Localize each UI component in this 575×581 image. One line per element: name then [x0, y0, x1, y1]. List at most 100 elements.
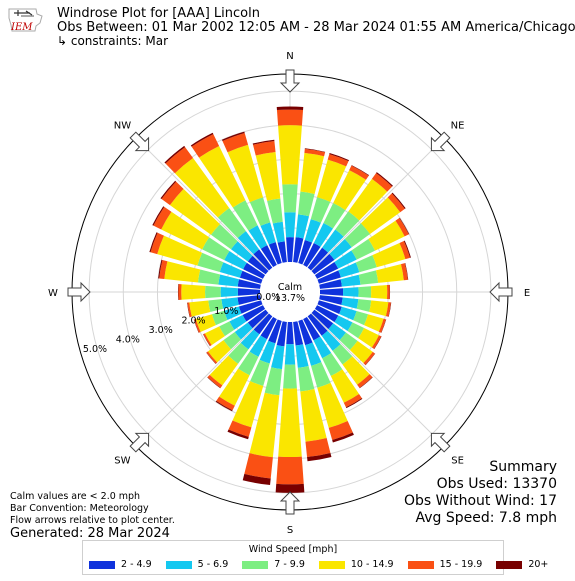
windrose-bar-segment	[317, 382, 348, 428]
windrose-bar-segment	[229, 315, 247, 330]
windrose-bar-segment	[239, 270, 263, 284]
legend-swatch	[89, 560, 115, 569]
windrose-bar-segment	[219, 321, 235, 337]
windrose-bar-segment	[332, 344, 353, 365]
windrose-bar-segment	[333, 170, 366, 211]
windrose-bar-segment	[164, 261, 201, 283]
windrose-bar-segment	[191, 134, 220, 158]
legend-swatch	[242, 560, 269, 569]
windrose-bar-segment	[158, 259, 163, 279]
windrose-bar-segment	[317, 159, 347, 202]
windrose-bar-segment	[317, 300, 342, 314]
windrose-bar-segment	[161, 181, 184, 206]
iem-logo-graphic: IEM	[8, 8, 43, 33]
flow-arrow-icon	[430, 432, 451, 453]
legend-item: 20+	[496, 559, 548, 570]
windrose-bar-segment	[328, 323, 346, 341]
windrose-bar-segment	[334, 250, 357, 269]
windrose-bar-segment	[150, 232, 164, 255]
windrose-bar-segment	[373, 336, 382, 350]
windrose-bar-segment	[349, 340, 373, 364]
windrose-bar-segment	[388, 302, 392, 317]
chart-subtitle-constraints: ↳ constraints: Mar	[57, 34, 169, 48]
windrose-bar-segment	[238, 300, 263, 314]
windrose-bar-segment	[329, 238, 352, 260]
windrose-bar-segment	[364, 314, 384, 332]
windrose-bar-segment	[242, 305, 266, 322]
windrose-bar-segment	[206, 351, 218, 364]
windrose-bar-segment	[305, 437, 331, 458]
windrose-bar-segment	[211, 310, 228, 326]
windrose-bar-segment	[282, 184, 298, 213]
windrose-bar-segment	[381, 319, 387, 333]
windrose-bar-segment	[368, 220, 405, 251]
windrose-bar-segment	[365, 353, 376, 366]
windrose-bar-segment	[221, 131, 245, 142]
windrose-bar-segment	[376, 172, 393, 187]
note-flow-arrows: Flow arrows relative to plot center.	[10, 515, 175, 526]
windrose-bar-segment	[232, 200, 258, 231]
windrose-bar-segment	[159, 259, 168, 280]
windrose-bar-segment	[153, 206, 172, 230]
windrose-bar-segment	[249, 335, 268, 357]
windrose-bar-segment	[339, 306, 357, 321]
windrose-bar-segment	[169, 188, 220, 235]
legend-item: 2 - 4.9	[89, 559, 152, 570]
windrose-bar-segment	[218, 274, 240, 287]
windrose-bar-segment	[322, 229, 344, 253]
radial-tick-label: 0.0%	[256, 292, 280, 303]
radial-tick-label: 3.0%	[149, 325, 173, 336]
windrose-bar-segment	[399, 241, 410, 260]
windrose-bar-segment	[387, 284, 390, 300]
windrose-bar-segment	[275, 483, 305, 493]
flow-arrows	[67, 69, 513, 515]
windrose-bar-segment	[271, 344, 285, 370]
windrose-bar-segment	[210, 224, 238, 250]
windrose-bar-segment	[284, 212, 296, 238]
windrose-bar-segment	[228, 420, 252, 437]
grid-spoke	[135, 312, 270, 447]
legend-swatch	[165, 560, 192, 569]
flow-arrow-shape	[430, 131, 451, 152]
windrose-bar-segment	[311, 309, 334, 330]
windrose-bar-segment	[286, 237, 294, 263]
windrose-bar-segment	[221, 297, 239, 309]
compass-labels: N NE E SE S SW W NW	[48, 51, 530, 536]
windrose-bar-segment	[286, 321, 294, 345]
flow-arrow-shape	[67, 281, 91, 303]
windrose-bar-segment	[311, 362, 331, 388]
legend-title: Wind Speed [mph]	[248, 544, 338, 555]
windrose-bar-segment	[276, 109, 304, 126]
windrose-bar-segment	[237, 295, 261, 305]
windrose-bar-segment	[230, 241, 253, 262]
flow-arrow-shape	[129, 432, 150, 453]
legend-items: 2 - 4.9 5 - 6.9 7 - 9.9 10 - 14.9 15 - 19.9 2…	[89, 559, 562, 570]
windrose-bar-segment	[164, 145, 186, 164]
windrose-bar-segment	[307, 247, 329, 271]
windrose-bar-segment	[223, 331, 242, 350]
windrose-bar-segment	[283, 364, 297, 389]
windrose-bar-segment	[199, 146, 246, 208]
windrose-bar-segment	[303, 316, 321, 341]
windrose-bar-segment	[249, 197, 271, 226]
windrose-bar-segment	[232, 381, 264, 428]
windrose-bar-segment	[276, 321, 287, 347]
windrose-bar-segment	[197, 269, 221, 285]
windrose-bar-segment	[247, 309, 269, 329]
windrose-bar-segment	[208, 299, 224, 313]
chart-title: Windrose Plot for [AAA] Lincoln	[57, 6, 260, 21]
flow-arrow-shape	[279, 69, 301, 93]
windrose-bar-segment	[359, 377, 373, 389]
windrose-bar-segment	[219, 368, 250, 406]
windrose-bar-segment	[253, 249, 273, 271]
calm-value: 13.7%	[275, 293, 305, 304]
legend-label: 2 - 4.9	[121, 559, 152, 570]
flow-arrow-icon	[67, 281, 91, 303]
windrose-bar-segment	[157, 235, 203, 266]
summary-avg-speed: Avg Speed: 7.8 mph	[415, 510, 557, 526]
windrose-bar-segment	[160, 180, 177, 200]
generated-date: Generated: 28 Mar 2024	[10, 526, 170, 541]
windrose-bar-segment	[203, 334, 211, 347]
windrose-bar-segment	[237, 288, 261, 296]
grid-spoke	[310, 312, 445, 447]
